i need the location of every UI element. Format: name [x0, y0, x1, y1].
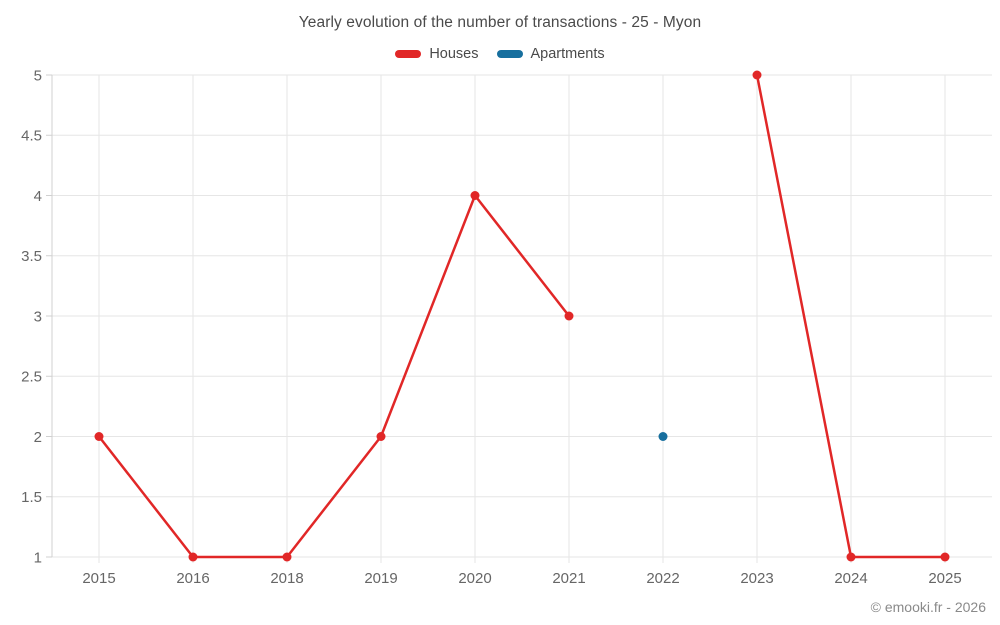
legend-item-apartments[interactable]: Apartments	[496, 46, 605, 62]
legend-label-apartments: Apartments	[530, 46, 605, 62]
data-point-apartments-2022[interactable]	[658, 432, 668, 441]
x-tick-label: 2024	[834, 570, 867, 587]
legend-item-houses[interactable]: Houses	[395, 46, 479, 62]
x-tick-label: 2018	[270, 570, 303, 587]
data-point-houses-2019[interactable]	[376, 432, 386, 441]
chart-legend: Houses Apartments	[0, 46, 1000, 62]
x-tick-label: 2023	[740, 570, 773, 587]
y-tick-label: 3.5	[21, 248, 42, 265]
x-tick-label: 2016	[176, 570, 209, 587]
x-tick-label: 2022	[646, 570, 679, 587]
x-tick-label: 2015	[82, 570, 115, 587]
series-line-houses	[97, 194, 571, 559]
x-tick-label: 2021	[552, 570, 585, 587]
x-tick-label: 2025	[928, 570, 961, 587]
houses-swatch-icon	[395, 50, 422, 58]
y-tick-label: 2.5	[21, 369, 42, 386]
x-tick-label: 2019	[364, 570, 397, 587]
credit-text: © emooki.fr - 2026	[870, 599, 986, 615]
apartments-swatch-icon	[496, 50, 523, 58]
data-point-houses-2015[interactable]	[94, 432, 104, 441]
data-point-houses-2018[interactable]	[282, 552, 292, 562]
chart-title: Yearly evolution of the number of transa…	[298, 14, 702, 31]
y-tick-label: 3	[34, 308, 42, 325]
data-point-houses-2020[interactable]	[470, 191, 480, 200]
data-point-houses-2023[interactable]	[752, 70, 762, 80]
data-point-houses-2024[interactable]	[846, 552, 856, 562]
y-tick-label: 4.5	[21, 128, 42, 145]
y-tick-label: 4	[34, 188, 42, 205]
y-tick-label: 5	[34, 67, 42, 84]
data-point-houses-2016[interactable]	[188, 552, 198, 562]
y-tick-label: 1	[34, 549, 42, 566]
data-point-houses-2025[interactable]	[940, 552, 950, 562]
y-tick-label: 2	[34, 429, 42, 446]
data-point-houses-2021[interactable]	[564, 311, 574, 321]
x-tick-label: 2020	[458, 570, 491, 587]
legend-label-houses: Houses	[429, 46, 479, 62]
y-tick-label: 1.5	[21, 489, 42, 506]
